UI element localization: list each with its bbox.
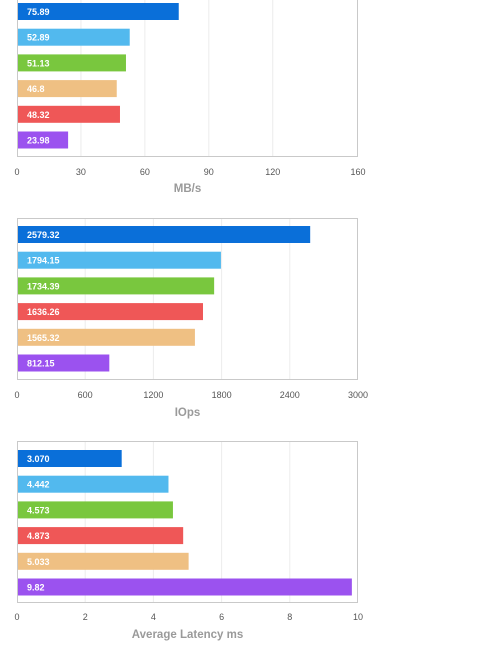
iops-bar-value-label: 812.15 (27, 359, 55, 369)
latency-x-tick-label: 0 (14, 612, 19, 622)
iops-bar (18, 251, 221, 269)
throughput-bar (18, 54, 126, 72)
iops-bar (18, 226, 311, 243)
iops-x-tick-label: 0 (14, 390, 19, 400)
throughput-bar-value-label: 46.8 (27, 84, 45, 94)
latency-chart: 3.070 4.442 4.573 4.873 5.033 9.82 0 2 4 6 8 10 Aver… (14, 441, 363, 641)
latency-bar (18, 450, 122, 467)
throughput-bar (18, 28, 130, 46)
latency-x-tick-label: 6 (219, 612, 224, 622)
latency-bar-value-label: 9.82 (27, 583, 45, 593)
iops-x-tick-label: 2400 (280, 390, 300, 400)
throughput-bar-value-label: 23.98 (27, 136, 50, 146)
iops-bar-value-label: 1565.32 (27, 333, 60, 343)
throughput-bar (18, 105, 120, 123)
latency-bar (18, 578, 352, 596)
iops-x-tick-label: 1800 (212, 390, 232, 400)
throughput-x-tick-label: 0 (14, 167, 19, 177)
latency-bar-value-label: 5.033 (27, 557, 50, 567)
latency-bar (18, 501, 173, 519)
throughput-bar (18, 131, 69, 149)
throughput-chart: 75.89 52.89 51.13 46.8 48.32 23.98 0 30 60 90 120 1… (14, 0, 366, 195)
latency-bar-value-label: 3.070 (27, 454, 50, 464)
iops-chart: 2579.32 1794.15 1734.39 1636.26 1565.32 812.1… (14, 218, 368, 419)
latency-bar-value-label: 4.873 (27, 531, 50, 541)
latency-x-tick-label: 8 (287, 612, 292, 622)
throughput-x-tick-label: 120 (265, 167, 280, 177)
throughput-bar-value-label: 52.89 (27, 33, 50, 43)
throughput-bar-value-label: 51.13 (27, 58, 50, 68)
iops-bar (18, 303, 203, 321)
throughput-plot-frame (17, 0, 358, 157)
latency-x-axis-label: Average Latency ms (132, 629, 243, 641)
iops-x-tick-label: 3000 (348, 390, 368, 400)
iops-bar-value-label: 2579.32 (27, 230, 60, 240)
latency-bar (18, 527, 184, 545)
iops-bar (18, 328, 195, 346)
throughput-x-tick-label: 160 (350, 167, 365, 177)
iops-x-tick-label: 600 (78, 390, 93, 400)
latency-plot-frame (17, 441, 358, 603)
iops-bar (18, 277, 215, 295)
iops-bar-value-label: 1734.39 (27, 281, 60, 291)
latency-bar-value-label: 4.442 (27, 480, 50, 490)
throughput-bar (18, 3, 179, 20)
iops-bar-value-label: 1636.26 (27, 307, 60, 317)
iops-x-tick-label: 1200 (143, 390, 163, 400)
throughput-x-axis-label: MB/s (174, 183, 201, 195)
iops-bar-value-label: 1794.15 (27, 256, 60, 266)
latency-x-tick-label: 10 (353, 612, 363, 622)
iops-plot-frame (17, 218, 358, 380)
latency-bar (18, 552, 189, 570)
throughput-bar-value-label: 48.32 (27, 110, 50, 120)
throughput-bar-value-label: 75.89 (27, 7, 50, 17)
throughput-x-tick-label: 90 (204, 167, 214, 177)
latency-bar-value-label: 4.573 (27, 505, 50, 515)
iops-x-axis-label: IOps (175, 407, 201, 419)
throughput-x-tick-label: 60 (140, 167, 150, 177)
latency-bar (18, 475, 169, 493)
iops-bar (18, 354, 110, 372)
throughput-x-tick-label: 30 (76, 167, 86, 177)
throughput-bar (18, 80, 117, 98)
latency-x-tick-label: 2 (83, 612, 88, 622)
latency-x-tick-label: 4 (151, 612, 156, 622)
